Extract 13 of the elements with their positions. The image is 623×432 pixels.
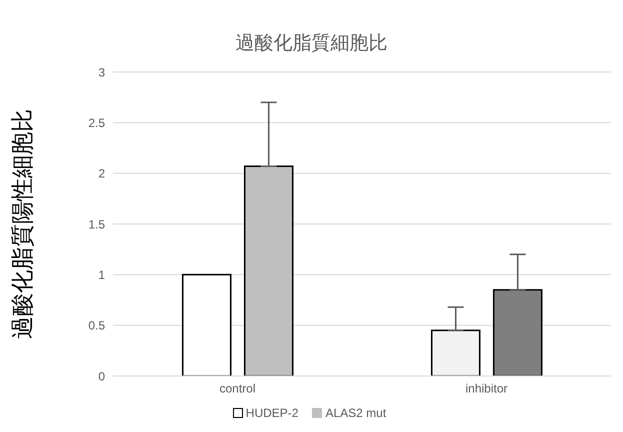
- x-tick-label: inhibitor: [465, 382, 508, 396]
- legend-label: HUDEP-2: [244, 406, 298, 420]
- y-tick-label: 1.5: [88, 217, 106, 232]
- chart-title: 過酸化脂質細胞比: [234, 32, 388, 56]
- legend-label: ALAS2 mut: [324, 406, 386, 420]
- x-tick-label: control: [219, 382, 256, 396]
- y-tick-label: 1: [98, 268, 106, 282]
- y-tick-label: 3: [98, 65, 106, 80]
- y-tick-label: 0.5: [88, 318, 106, 333]
- y-tick-label: 2: [98, 166, 106, 181]
- y-tick-label: 2.5: [88, 116, 106, 130]
- y-axis-title: 過酸化脂質陽性細胞比: [9, 109, 36, 339]
- y-tick-label: 0: [98, 369, 106, 384]
